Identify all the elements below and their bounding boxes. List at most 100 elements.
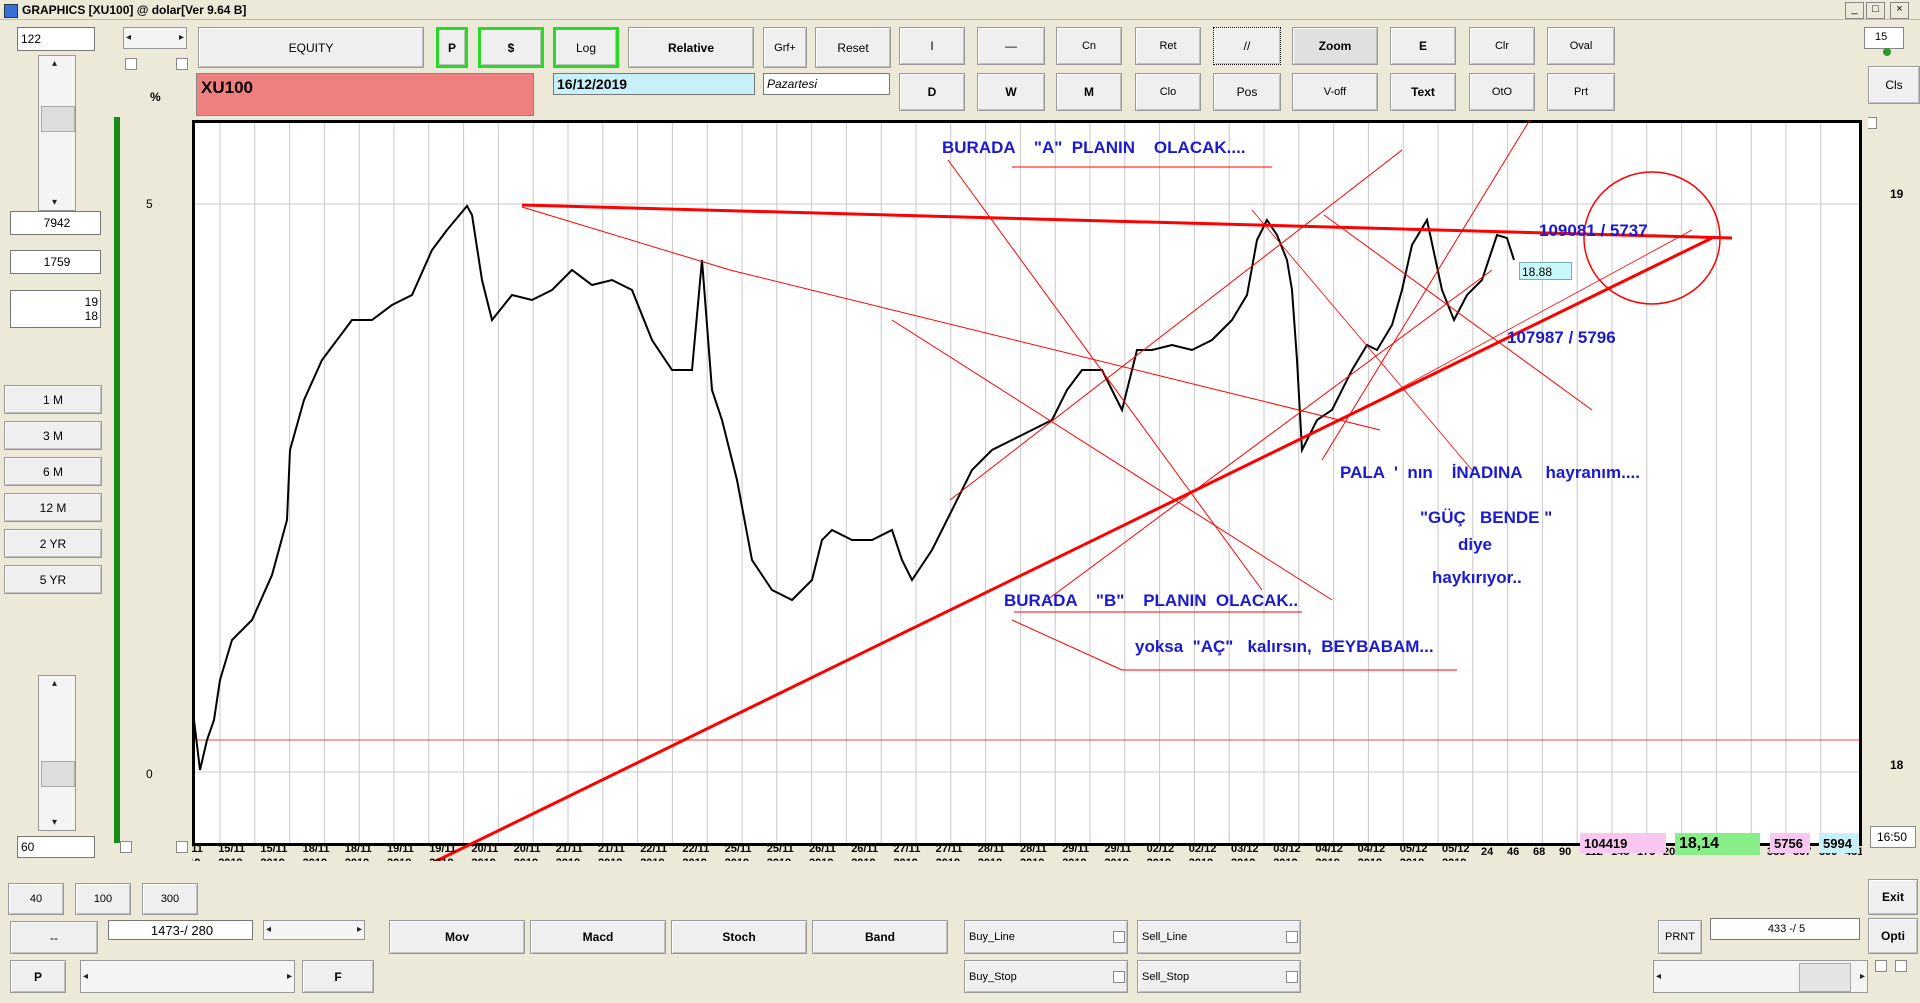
scroll-up-icon[interactable]: ▴ — [52, 58, 58, 69]
left-vscroll-bottom[interactable]: ▴ ▾ — [38, 675, 76, 831]
spin-field[interactable]: 15 — [1864, 27, 1904, 49]
pos-button[interactable]: Pos — [1213, 73, 1281, 111]
app-icon — [4, 4, 18, 18]
exit-button[interactable]: Exit — [1868, 879, 1918, 915]
period-5yr-button[interactable]: 5 YR — [4, 565, 102, 594]
hline-tool-button[interactable]: — — [977, 27, 1045, 65]
sell-stop-option[interactable]: Sell_Stop — [1137, 960, 1301, 993]
current-price-label: 18.88 — [1519, 262, 1572, 280]
log-button[interactable]: Log — [553, 27, 619, 68]
top-checkbox-2[interactable] — [176, 58, 188, 70]
top-hscroll[interactable]: ◂ ▸ — [123, 27, 187, 49]
x-tick-label: 2019 — [682, 857, 706, 861]
buy-stop-option[interactable]: Buy_Stop — [964, 960, 1128, 993]
chart-checkbox-left[interactable] — [120, 841, 132, 853]
scroll-right-icon[interactable]: ▸ — [286, 971, 292, 982]
scroll-right-icon[interactable]: ▸ — [1859, 971, 1865, 982]
stoch-button[interactable]: Stoch — [671, 920, 807, 954]
dollar-button[interactable]: $ — [478, 27, 544, 68]
left-vscroll-top[interactable]: ▴ ▾ — [38, 55, 76, 211]
scroll-up-icon[interactable]: ▴ — [52, 678, 58, 689]
annotation-hayk: haykırıyor.. — [1432, 568, 1522, 587]
scroll-left-icon[interactable]: ◂ — [126, 32, 132, 43]
x-tick-label: 28/11 — [1020, 843, 1047, 855]
bottom-right-checkbox-1[interactable] — [1875, 960, 1887, 972]
daily-button[interactable]: D — [899, 73, 965, 111]
counter-field: 433 -/ 5 — [1710, 918, 1860, 940]
x-tick-label: 2019 — [1189, 857, 1213, 861]
scroll-left-icon[interactable]: ◂ — [83, 971, 89, 982]
symbol-display: XU100 — [196, 73, 534, 116]
buy-line-checkbox[interactable] — [1113, 931, 1125, 943]
macd-button[interactable]: Macd — [530, 920, 666, 954]
buy-line-option[interactable]: Buy_Line — [964, 920, 1128, 954]
range-scroll[interactable]: ◂ ▸ — [263, 920, 365, 940]
right-axis-18: 18 — [1890, 758, 1904, 772]
x-tick-label: 2019 — [1442, 857, 1466, 861]
text-button[interactable]: Text — [1390, 73, 1456, 111]
x-tick-label: 2019 — [1315, 857, 1339, 861]
voff-button[interactable]: V-off — [1292, 73, 1378, 111]
x-tick-label: 2019 — [1231, 857, 1255, 861]
scroll-left-icon[interactable]: ◂ — [1656, 971, 1662, 982]
period-12m-button[interactable]: 12 M — [4, 493, 102, 522]
buy-stop-checkbox[interactable] — [1113, 971, 1125, 983]
period-1m-button[interactable]: 1 M — [4, 385, 102, 414]
scroll-down-icon[interactable]: ▾ — [52, 197, 58, 208]
relative-button[interactable]: Relative — [628, 27, 754, 68]
scroll-left-icon[interactable]: ◂ — [266, 924, 272, 935]
f-button[interactable]: F — [302, 960, 374, 993]
period-3m-button[interactable]: 3 M — [4, 421, 102, 450]
sell-line-checkbox[interactable] — [1286, 931, 1298, 943]
oval-button[interactable]: Oval — [1547, 27, 1615, 65]
right-hscroll[interactable]: ◂ ▸ — [1653, 960, 1868, 993]
mov-button[interactable]: Mov — [389, 920, 525, 954]
zoom-100-button[interactable]: 100 — [75, 883, 131, 915]
bottom-hscroll[interactable]: ◂ ▸ — [80, 960, 295, 993]
sell-line-option[interactable]: Sell_Line — [1137, 920, 1301, 954]
clo-button[interactable]: Clo — [1135, 73, 1201, 111]
value-field-2: 1759 — [10, 250, 101, 274]
bottom-right-checkbox-2[interactable] — [1895, 960, 1907, 972]
dashes-button[interactable]: -- — [10, 921, 98, 954]
opti-button[interactable]: Opti — [1868, 918, 1918, 954]
target-circle — [1583, 171, 1721, 305]
value-field-3: 19 18 — [10, 290, 101, 328]
prnt-button[interactable]: PRNT — [1658, 920, 1702, 954]
monthly-button[interactable]: M — [1056, 73, 1122, 111]
scroll-down-icon[interactable]: ▾ — [52, 817, 58, 828]
i-tool-button[interactable]: I — [899, 27, 965, 65]
band-button[interactable]: Band — [812, 920, 948, 954]
period-2yr-button[interactable]: 2 YR — [4, 529, 102, 558]
chart-checkbox-right[interactable] — [176, 841, 188, 853]
equity-button[interactable]: EQUITY — [198, 27, 424, 68]
oto-button[interactable]: OtO — [1469, 73, 1535, 111]
price-chart[interactable]: 14/11 2019 15/11 2019 15/11 2019 18/11 2019 18/1… — [192, 120, 1862, 861]
cls-button[interactable]: Cls — [1868, 66, 1920, 104]
scroll-right-icon[interactable]: ▸ — [356, 924, 362, 935]
zoom-300-button[interactable]: 300 — [142, 883, 198, 915]
top-left-field[interactable]: 122 — [17, 27, 95, 51]
reset-button[interactable]: Reset — [815, 27, 891, 68]
grf-plus-button[interactable]: Grf+ — [763, 27, 807, 68]
weekly-button[interactable]: W — [977, 73, 1045, 111]
period-6m-button[interactable]: 6 M — [4, 457, 102, 486]
ret-button[interactable]: Ret — [1135, 27, 1201, 65]
parallel-lines-button[interactable]: // — [1213, 27, 1281, 65]
x-tick-label: 2019 — [851, 857, 875, 861]
top-checkbox-1[interactable] — [125, 58, 137, 70]
zoom-button[interactable]: Zoom — [1292, 27, 1378, 65]
prt-button[interactable]: Prt — [1547, 73, 1615, 111]
clr-button[interactable]: Clr — [1469, 27, 1535, 65]
cn-button[interactable]: Cn — [1056, 27, 1122, 65]
p-bottom-button[interactable]: P — [10, 960, 66, 993]
e-button[interactable]: E — [1390, 27, 1456, 65]
sell-stop-checkbox[interactable] — [1286, 971, 1298, 983]
minimize-button[interactable]: _ — [1845, 2, 1864, 19]
p-toggle-button[interactable]: P — [436, 27, 468, 68]
maximize-button[interactable]: □ — [1866, 2, 1885, 19]
close-button[interactable]: × — [1890, 2, 1909, 19]
zoom-40-button[interactable]: 40 — [8, 883, 64, 915]
scroll-right-icon[interactable]: ▸ — [178, 32, 184, 43]
bottom-left-field[interactable]: 60 — [17, 836, 95, 858]
